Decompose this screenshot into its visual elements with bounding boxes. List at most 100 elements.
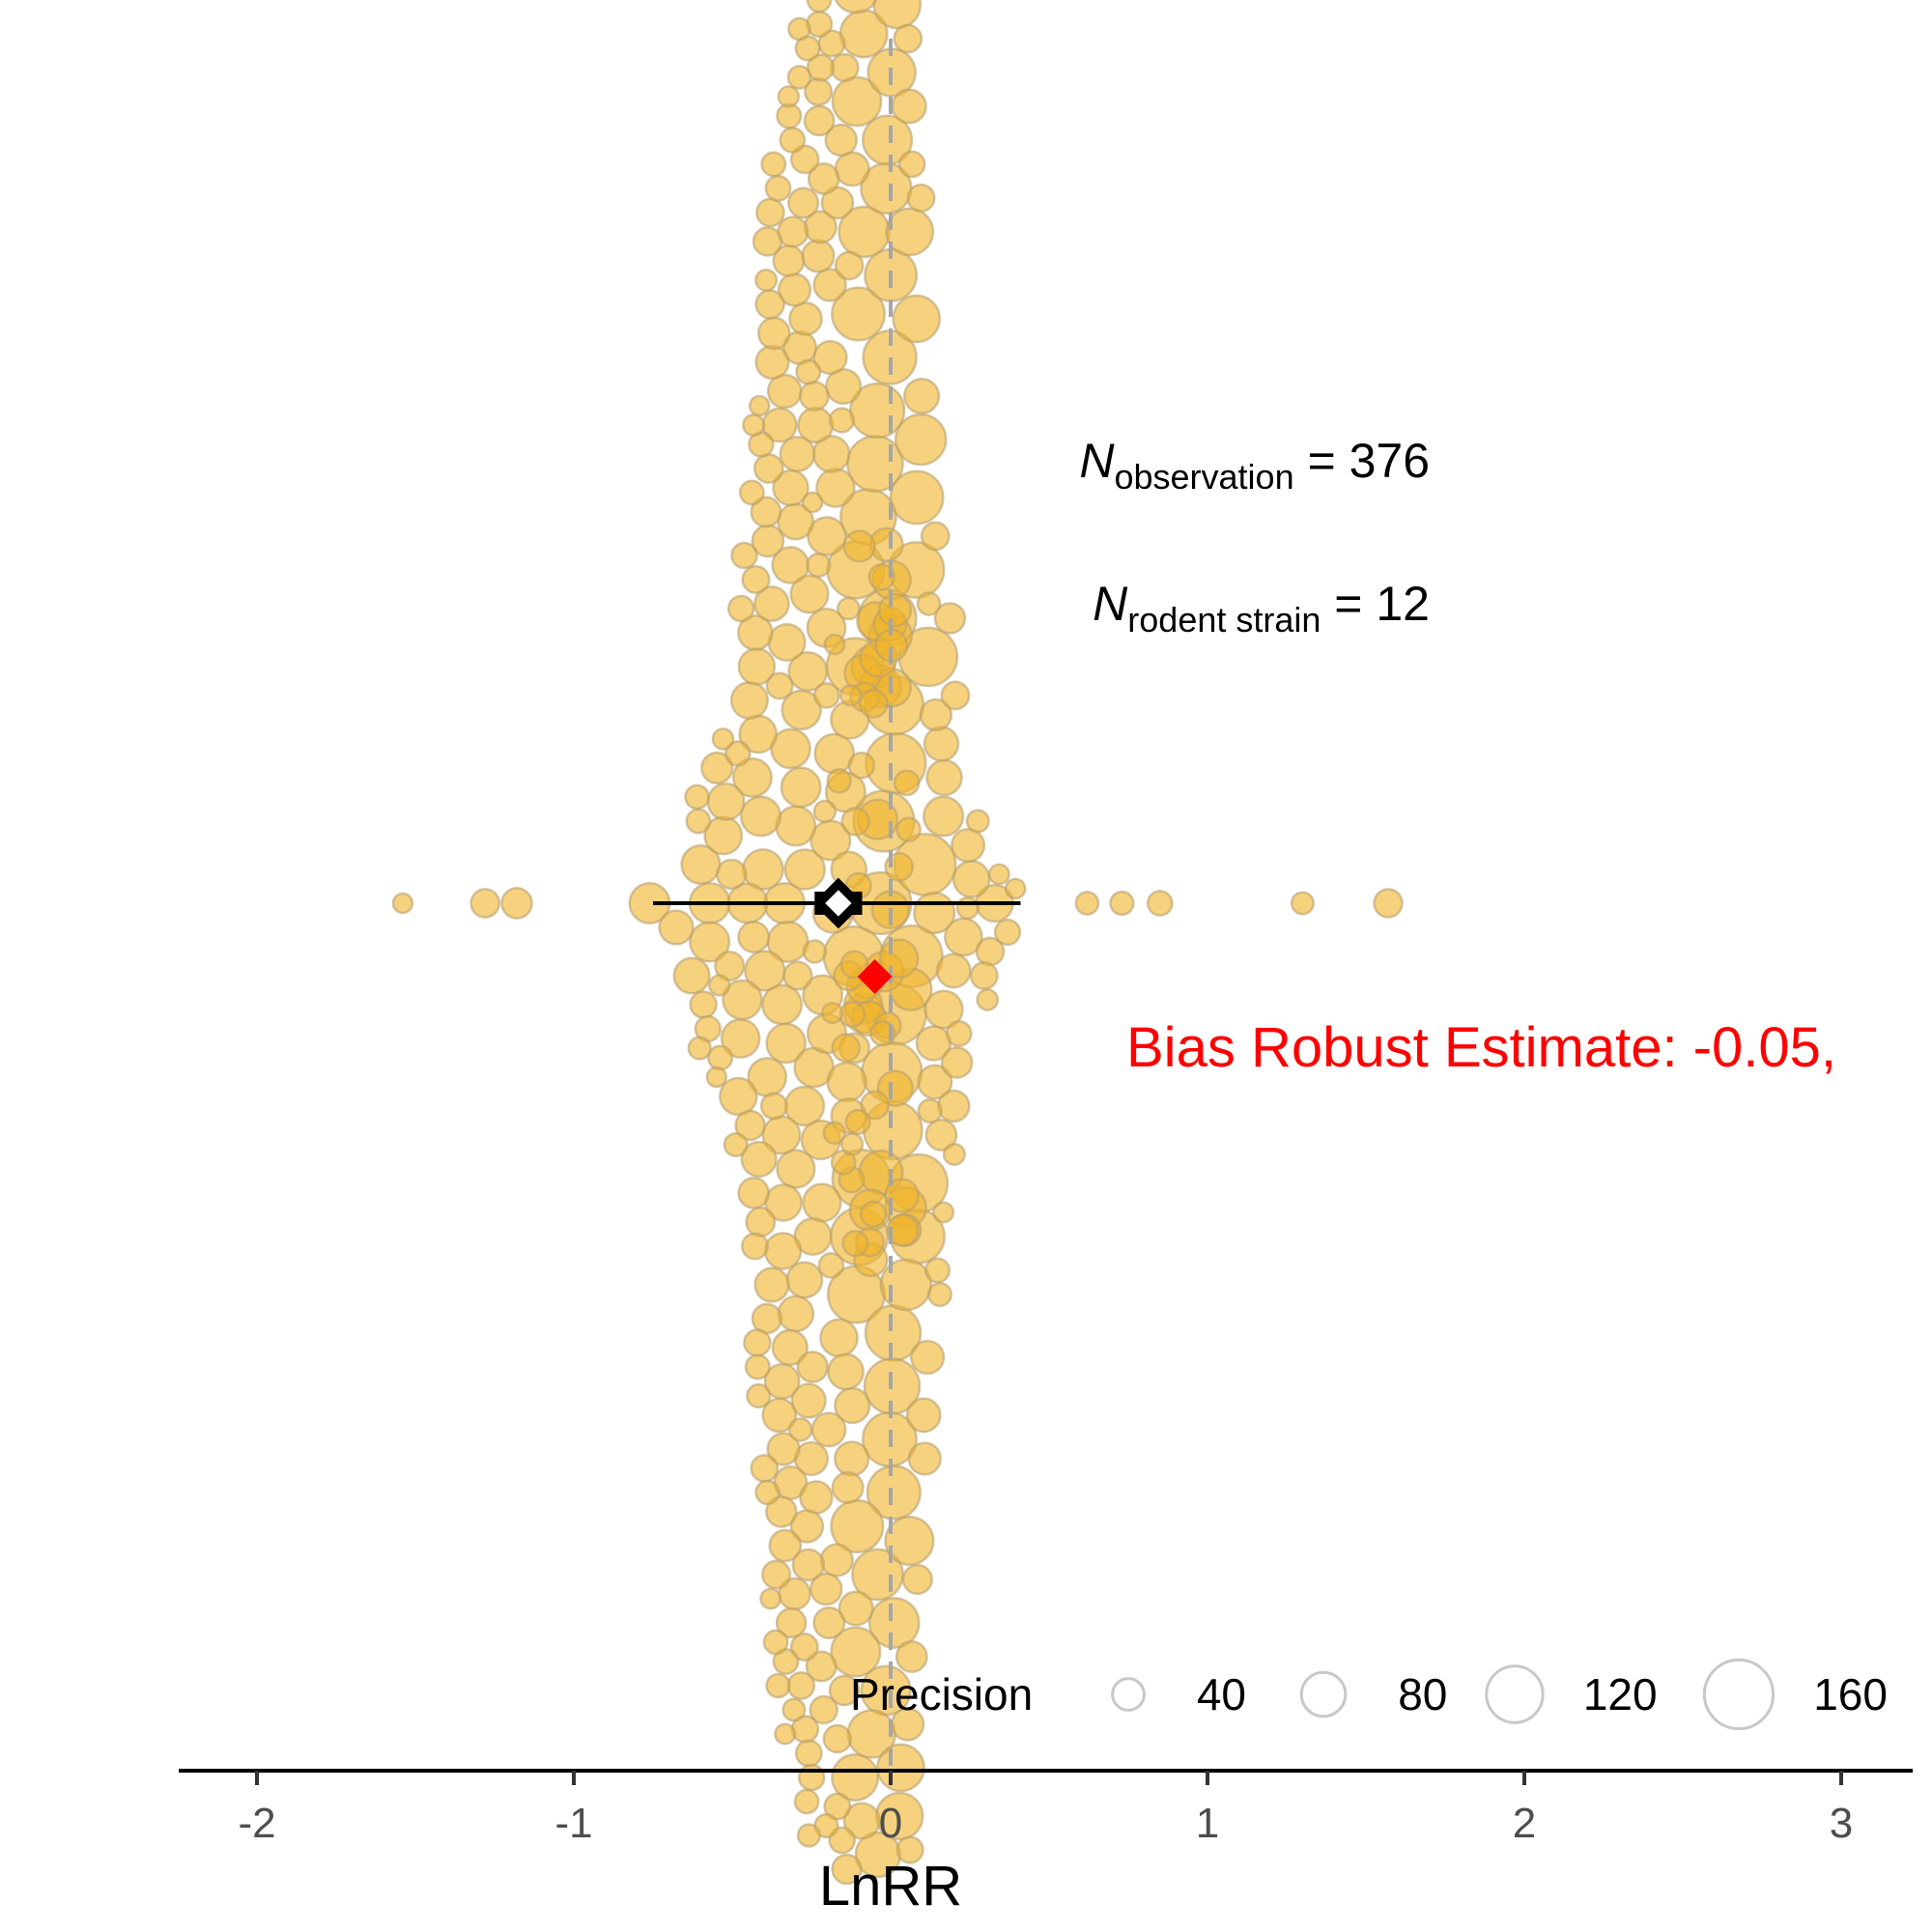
data-point xyxy=(831,1853,863,1886)
data-point xyxy=(801,239,836,273)
data-point xyxy=(834,1440,870,1477)
x-tick-label: 0 xyxy=(879,1800,902,1847)
data-point xyxy=(768,1528,803,1563)
data-point xyxy=(807,162,840,195)
data-point xyxy=(765,671,794,700)
data-point xyxy=(903,377,941,415)
data-point xyxy=(746,1382,772,1409)
data-point xyxy=(831,75,883,128)
data-point xyxy=(965,809,990,834)
data-point xyxy=(830,1626,882,1678)
data-point xyxy=(841,1230,869,1258)
data-point xyxy=(831,1033,861,1063)
data-point xyxy=(740,1140,778,1179)
data-point xyxy=(822,1121,846,1145)
data-point xyxy=(932,1201,955,1224)
data-point xyxy=(917,1064,953,1100)
data-point xyxy=(884,1178,920,1213)
data-point xyxy=(817,1252,845,1279)
data-point xyxy=(893,769,921,797)
data-point xyxy=(886,1213,920,1247)
data-point xyxy=(821,1002,844,1025)
data-point xyxy=(812,799,838,824)
data-point xyxy=(806,552,832,579)
data-point xyxy=(789,574,830,614)
data-point xyxy=(937,1089,971,1123)
data-point xyxy=(924,1119,958,1151)
data-point xyxy=(834,0,878,14)
data-point xyxy=(894,412,948,467)
data-point xyxy=(819,1543,854,1577)
data-point xyxy=(858,689,889,719)
data-point xyxy=(810,1411,847,1448)
data-point xyxy=(831,1753,880,1802)
data-point xyxy=(842,529,876,563)
data-point xyxy=(889,469,945,526)
data-point xyxy=(753,585,790,622)
data-point xyxy=(685,808,712,835)
data-point xyxy=(750,1454,780,1483)
data-points xyxy=(391,0,1404,1886)
data-point xyxy=(741,564,771,595)
data-point xyxy=(859,1200,888,1229)
data-point xyxy=(719,1076,758,1117)
data-point xyxy=(879,1258,933,1312)
data-point xyxy=(802,1182,842,1223)
x-axis-title: LnRR xyxy=(819,1855,962,1918)
data-point xyxy=(1074,891,1100,916)
data-point xyxy=(819,1318,859,1358)
data-point xyxy=(763,1232,803,1270)
data-point xyxy=(743,1328,772,1357)
data-point xyxy=(895,1640,928,1673)
data-point xyxy=(838,1590,874,1627)
data-point xyxy=(812,268,847,302)
data-point xyxy=(774,1722,797,1746)
precision-legend: Precision 40 80 120 160 xyxy=(850,1658,1888,1731)
data-point xyxy=(809,1694,838,1725)
data-point xyxy=(923,1257,952,1284)
data-point xyxy=(866,1464,922,1520)
data-point xyxy=(917,1097,943,1124)
data-point xyxy=(761,1559,792,1590)
n-observation-annotation: Nobservation = 376 xyxy=(1079,434,1430,497)
data-point xyxy=(789,144,820,175)
data-point xyxy=(993,918,1022,947)
data-point xyxy=(756,316,791,351)
data-point xyxy=(892,294,941,344)
data-point xyxy=(707,1044,734,1071)
data-point xyxy=(862,114,914,166)
data-point xyxy=(828,1674,861,1707)
data-point xyxy=(940,680,971,711)
data-point xyxy=(753,453,784,484)
x-tick-label: -1 xyxy=(554,1800,592,1847)
data-point xyxy=(831,1470,865,1505)
x-tick-label: -2 xyxy=(238,1800,275,1847)
data-point xyxy=(806,0,833,14)
data-point xyxy=(794,1739,823,1768)
data-point xyxy=(909,1339,946,1376)
data-point xyxy=(802,939,828,964)
data-point xyxy=(700,751,734,785)
data-point xyxy=(826,1061,867,1103)
data-point xyxy=(760,151,787,178)
data-point xyxy=(765,1022,808,1065)
data-point xyxy=(767,622,807,663)
data-point xyxy=(748,394,771,417)
data-point xyxy=(844,1108,871,1136)
data-point xyxy=(895,1835,924,1864)
data-point xyxy=(824,123,858,157)
legend-size-label: 40 xyxy=(1197,1669,1246,1719)
data-point xyxy=(828,407,856,434)
data-point xyxy=(838,684,863,707)
data-point xyxy=(860,1090,890,1121)
data-point xyxy=(805,1650,838,1683)
data-point xyxy=(923,989,964,1030)
data-point xyxy=(803,104,836,137)
estimate-group xyxy=(653,877,1021,994)
data-point xyxy=(734,1109,766,1142)
data-point xyxy=(782,960,813,991)
data-point xyxy=(787,186,820,219)
data-point xyxy=(827,1352,865,1391)
data-point xyxy=(753,1266,790,1303)
